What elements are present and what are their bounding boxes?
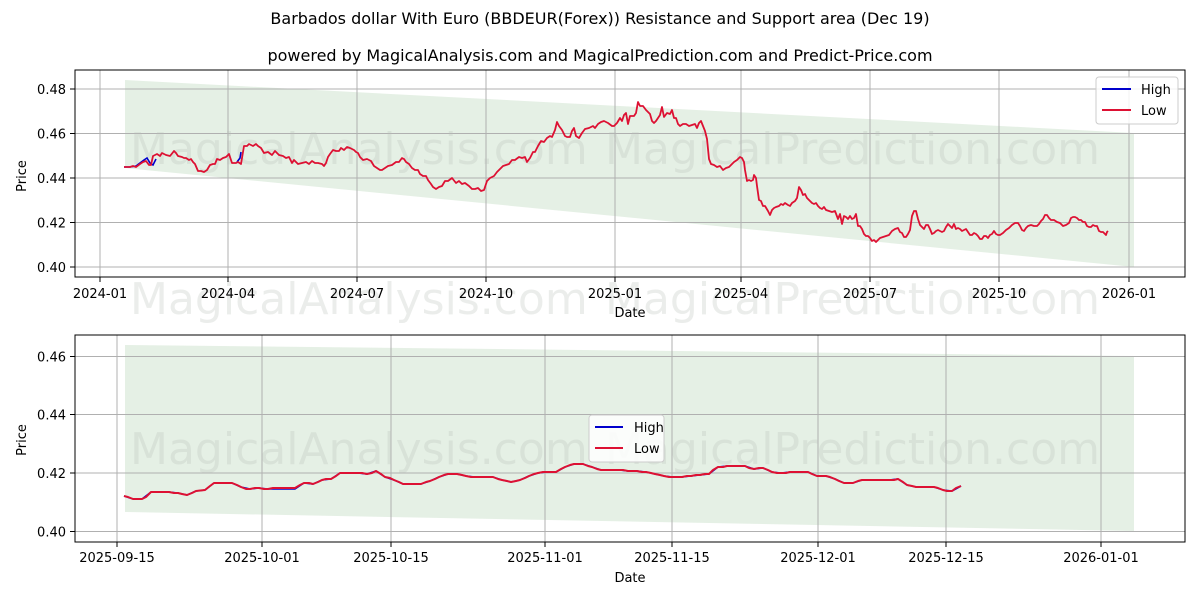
top-xtick-label: 2025-01 <box>588 287 642 302</box>
top-y-axis-label: Price <box>15 160 30 192</box>
bottom-y-axis-label: Price <box>15 424 30 456</box>
bottom-xtick-label: 2026-01-01 <box>1063 551 1139 566</box>
legend-low-label: Low <box>1141 104 1167 119</box>
bottom-ytick-label: 0.40 <box>37 526 66 541</box>
bottom-x-ticks <box>116 542 1102 547</box>
top-xtick-label: 2024-01 <box>73 287 127 302</box>
top-ytick-label: 0.40 <box>37 261 66 276</box>
watermark-magicalanalysis: MagicalAnalysis.com <box>130 124 588 175</box>
watermark-magicalprediction-2: MagicalPrediction.com <box>605 274 1100 325</box>
top-low-line <box>124 101 1109 243</box>
bottom-xtick-label: 2025-12-15 <box>908 551 984 566</box>
top-xtick-label: 2024-10 <box>459 287 513 302</box>
watermark-magicalprediction-3: MagicalPrediction.com <box>605 424 1100 475</box>
top-x-axis-label: Date <box>614 306 645 321</box>
top-ytick-label: 0.48 <box>37 83 66 98</box>
top-gridlines <box>75 70 1185 277</box>
bottom-xtick-label: 2025-10-01 <box>224 551 300 566</box>
bottom-xtick-label: 2025-09-15 <box>79 551 155 566</box>
top-support-resistance-band <box>125 80 1134 267</box>
top-xtick-label: 2025-10 <box>972 287 1026 302</box>
bottom-xtick-label: 2025-11-15 <box>634 551 710 566</box>
bottom-low-line <box>123 463 962 500</box>
top-axes-frame <box>74 69 1186 278</box>
bottom-xtick-label: 2025-12-01 <box>780 551 856 566</box>
bottom-axes-frame <box>74 334 1186 543</box>
bottom-legend: High Low <box>588 414 665 463</box>
top-chart: MagicalAnalysis.com MagicalPrediction.co… <box>15 69 1186 325</box>
bottom-ytick-label: 0.46 <box>37 351 66 366</box>
bottom-y-ticks <box>70 356 75 532</box>
top-high-line-2 <box>236 151 242 163</box>
top-xtick-label: 2024-07 <box>330 287 384 302</box>
bottom-chart: MagicalAnalysis.com MagicalPrediction.co… <box>15 334 1186 586</box>
top-xtick-label: 2024-04 <box>201 287 255 302</box>
bottom-ytick-label: 0.42 <box>37 467 66 482</box>
top-ytick-label: 0.46 <box>37 128 66 143</box>
top-x-ticks <box>99 277 1130 282</box>
legend-high-label: High <box>1141 83 1171 98</box>
legend-high-label: High <box>634 421 664 436</box>
top-y-ticks <box>70 88 75 268</box>
bottom-x-axis-label: Date <box>614 571 645 586</box>
top-xtick-label: 2025-07 <box>843 287 897 302</box>
bottom-ytick-label: 0.44 <box>37 409 66 424</box>
chart-title: Barbados dollar With Euro (BBDEUR(Forex)… <box>270 9 930 28</box>
watermark-magicalanalysis-2: MagicalAnalysis.com <box>130 274 588 325</box>
top-xtick-label: 2025-04 <box>714 287 768 302</box>
bottom-xtick-label: 2025-10-15 <box>353 551 429 566</box>
watermark-magicalanalysis-3: MagicalAnalysis.com <box>130 424 588 475</box>
top-ytick-label: 0.44 <box>37 172 66 187</box>
bottom-xtick-label: 2025-11-01 <box>507 551 583 566</box>
watermark-magicalprediction: MagicalPrediction.com <box>605 124 1100 175</box>
legend-low-label: Low <box>634 442 660 457</box>
top-ytick-label: 0.42 <box>37 217 66 232</box>
chart-subtitle: powered by MagicalAnalysis.com and Magic… <box>267 46 933 65</box>
top-xtick-label: 2026-01 <box>1102 287 1156 302</box>
top-legend: High Low <box>1095 76 1179 125</box>
